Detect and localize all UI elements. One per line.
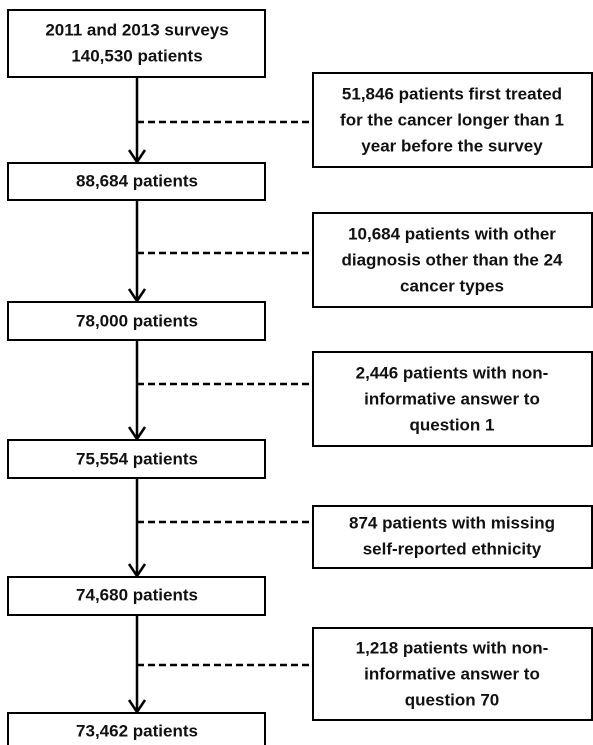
dashed-connectors	[137, 120, 313, 667]
exclusion-text: 51,846 patients first treated	[342, 84, 562, 103]
exclusion-text: informative answer to	[364, 389, 540, 408]
node-box	[7, 576, 266, 616]
exclusion-text: 10,684 patients with other	[348, 224, 556, 243]
exclusion-box	[312, 505, 593, 569]
exclusion-text: self-reported ethnicity	[363, 539, 542, 558]
exclusion-box	[312, 72, 593, 168]
exclusion-text: informative answer to	[364, 664, 540, 683]
exclusion-text: question 1	[409, 415, 494, 434]
node-box	[7, 439, 266, 479]
exclusion-text: 874 patients with missing	[349, 513, 555, 532]
node-text: 78,000 patients	[76, 311, 198, 330]
exclusion-text: 2,446 patients with non-	[356, 363, 549, 382]
node-box	[7, 9, 266, 78]
node-text: 73,462 patients	[76, 721, 198, 740]
node-box	[7, 712, 266, 745]
exclusion-text: for the cancer longer than 1	[340, 110, 564, 129]
node-box	[7, 162, 266, 201]
exclusion-box	[312, 351, 593, 447]
exclusion-text: diagnosis other than the 24	[341, 250, 563, 269]
exclusion-text: year before the survey	[361, 136, 543, 155]
exclusion-text: question 70	[405, 690, 499, 709]
node-text: 88,684 patients	[76, 171, 198, 190]
node-text: 75,554 patients	[76, 449, 198, 468]
exclusion-box	[312, 212, 593, 308]
exclusion-text: 1,218 patients with non-	[356, 638, 549, 657]
node-text: 2011 and 2013 surveys	[45, 20, 228, 39]
node-text: 74,680 patients	[76, 585, 198, 604]
exclusion-box	[312, 627, 593, 721]
exclusion-text: cancer types	[400, 276, 504, 295]
node-box	[7, 301, 266, 341]
node-text: 140,530 patients	[71, 46, 202, 65]
